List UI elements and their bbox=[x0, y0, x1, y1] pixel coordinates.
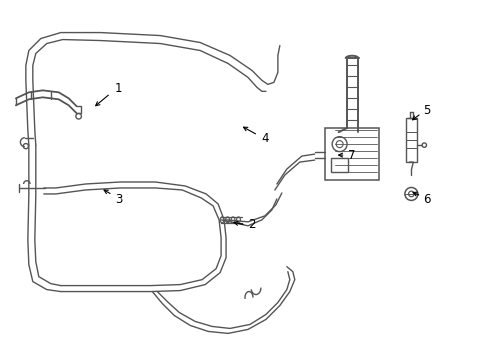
Bar bbox=[405, 118, 416, 162]
Text: 1: 1 bbox=[115, 82, 122, 95]
Text: 6: 6 bbox=[423, 193, 430, 206]
Text: 2: 2 bbox=[248, 218, 255, 231]
Bar bbox=[330, 158, 347, 172]
Text: 3: 3 bbox=[115, 193, 122, 206]
Text: 7: 7 bbox=[347, 149, 355, 162]
Text: 5: 5 bbox=[423, 104, 430, 117]
Text: 4: 4 bbox=[261, 132, 268, 145]
Bar bbox=[324, 128, 379, 180]
